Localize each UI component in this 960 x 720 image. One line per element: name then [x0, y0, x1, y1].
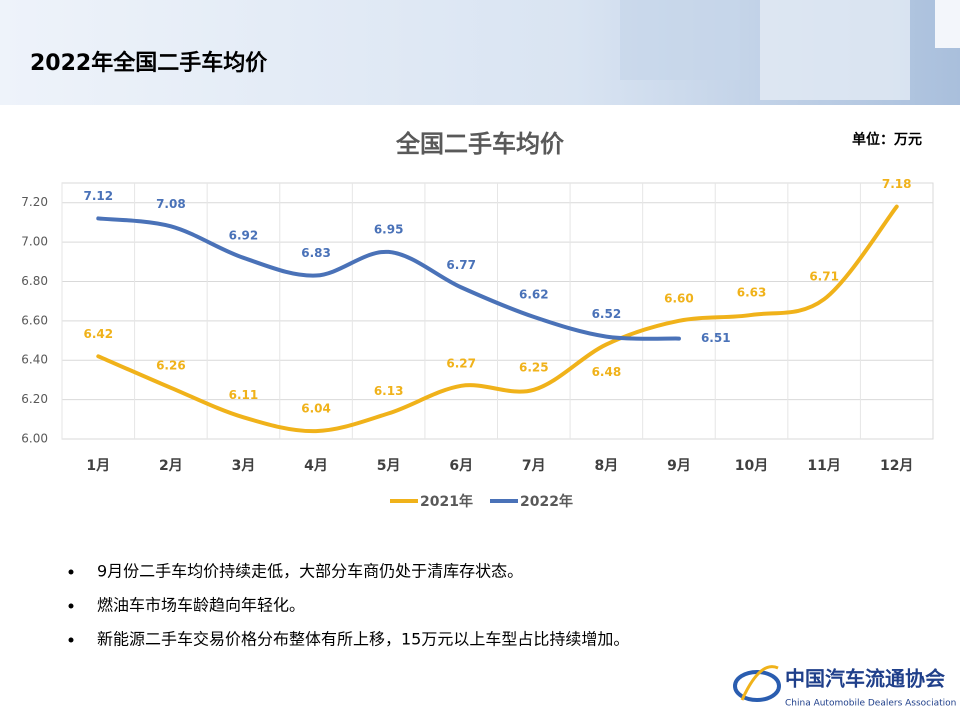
- y-tick-label: 6.20: [21, 392, 48, 406]
- data-label: 6.04: [301, 402, 331, 416]
- x-tick-label: 12月: [880, 458, 913, 474]
- data-label: 6.71: [809, 270, 839, 284]
- bullet-text: 9月份二手车均价持续走低，大部分车商仍处于清库存状态。: [97, 562, 523, 581]
- y-tick-label: 6.60: [21, 313, 48, 327]
- data-label: 6.11: [229, 388, 259, 402]
- data-label: 6.25: [519, 360, 549, 374]
- unit-label: 单位：万元: [852, 131, 922, 148]
- data-label: 6.77: [446, 258, 476, 272]
- data-label: 7.12: [83, 189, 113, 203]
- y-tick-label: 7.20: [21, 195, 48, 209]
- data-label: 7.18: [882, 177, 912, 191]
- x-tick-label: 7月: [522, 458, 546, 474]
- data-label: 6.60: [664, 291, 694, 305]
- chart-title: 全国二手车均价: [395, 130, 565, 158]
- bullet-dot: [68, 637, 74, 643]
- x-tick-label: 1月: [86, 458, 110, 474]
- data-label: 7.08: [156, 197, 186, 211]
- data-label: 6.92: [229, 228, 259, 242]
- x-tick-label: 9月: [667, 458, 691, 474]
- legend-label: 2021年: [420, 493, 473, 510]
- logo-mark: [733, 670, 781, 702]
- x-tick-label: 6月: [449, 458, 473, 474]
- data-label: 6.42: [83, 327, 113, 341]
- logo-name: 中国汽车流通协会: [785, 667, 945, 691]
- bullet-text: 新能源二手车交易价格分布整体有所上移，15万元以上车型占比持续增加。: [97, 630, 629, 649]
- x-tick-label: 5月: [377, 458, 401, 474]
- header-decor: [935, 0, 960, 48]
- series-line: [96, 204, 899, 434]
- bullet-text: 燃油车市场车龄趋向年轻化。: [97, 596, 305, 615]
- x-tick-label: 2月: [159, 458, 183, 474]
- x-tick-label: 4月: [304, 458, 328, 474]
- series-line: [96, 216, 681, 341]
- data-label: 6.27: [446, 356, 476, 370]
- y-tick-label: 7.00: [21, 235, 48, 249]
- data-label: 6.13: [374, 384, 404, 398]
- x-tick-label: 10月: [735, 458, 768, 474]
- legend-label: 2022年: [520, 493, 573, 510]
- header-decor: [760, 0, 910, 100]
- bullet-dot: [68, 569, 74, 575]
- data-label: 6.26: [156, 358, 186, 372]
- y-tick-label: 6.80: [21, 274, 48, 288]
- logo-english: China Automobile Dealers Association: [785, 699, 956, 709]
- data-label: 6.62: [519, 287, 549, 301]
- header-title: 2022年全国二手车均价: [30, 50, 268, 76]
- data-label: 6.83: [301, 246, 331, 260]
- data-label: 6.63: [737, 285, 767, 299]
- bullet-dot: [68, 603, 74, 609]
- x-tick-label: 3月: [232, 458, 256, 474]
- data-label: 6.51: [701, 331, 731, 345]
- data-label: 6.95: [374, 222, 404, 236]
- x-tick-label: 8月: [595, 458, 619, 474]
- data-label: 6.52: [592, 307, 622, 321]
- header-decor: [620, 0, 740, 80]
- data-label: 6.48: [592, 365, 622, 379]
- y-tick-label: 6.40: [21, 353, 48, 367]
- logo-mark: [740, 665, 779, 701]
- x-tick-label: 11月: [807, 458, 840, 474]
- y-tick-label: 6.00: [21, 432, 48, 446]
